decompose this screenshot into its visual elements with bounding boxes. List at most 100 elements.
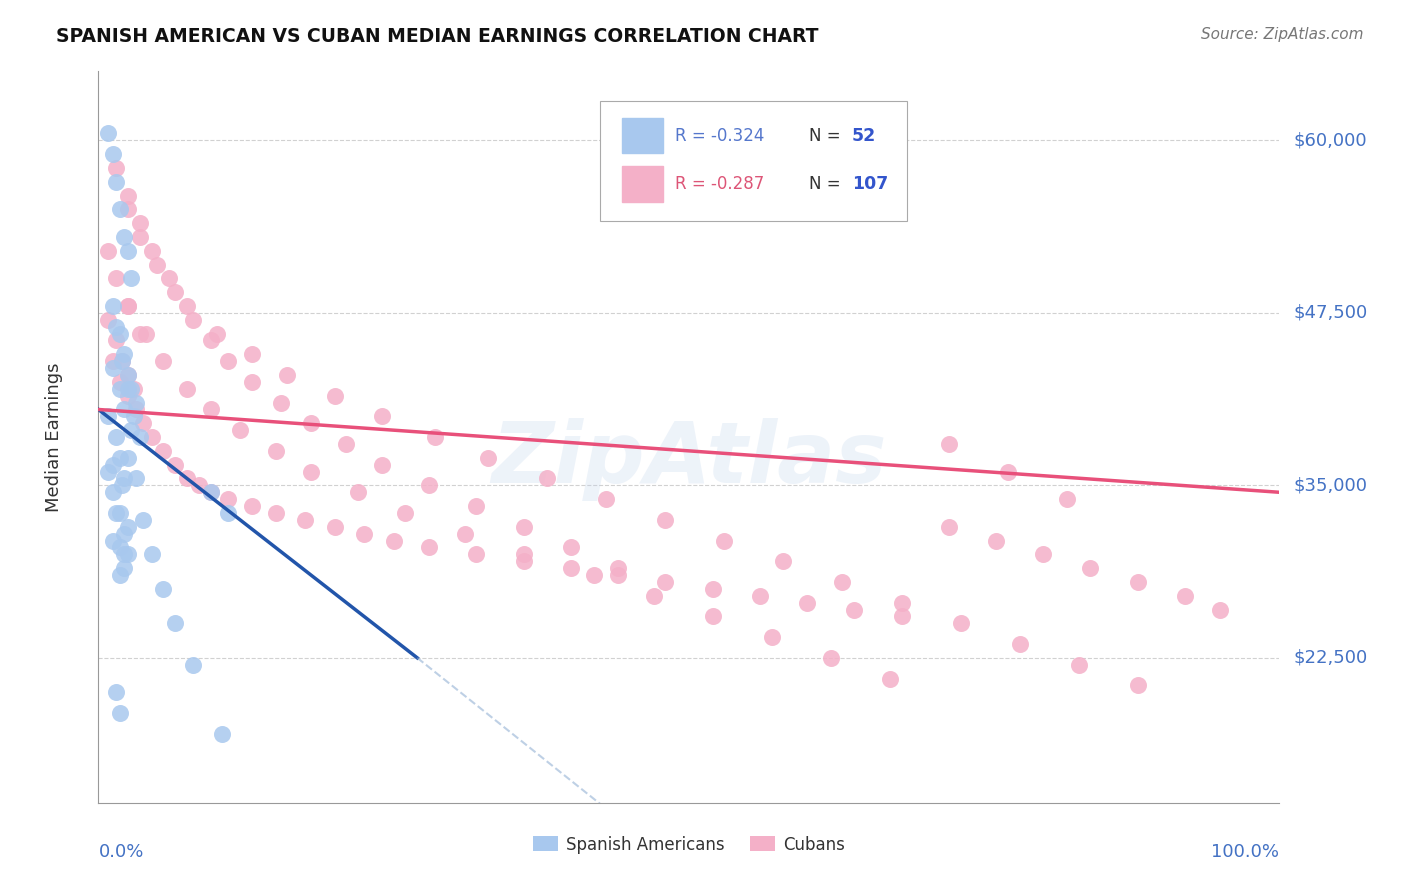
Point [347, 485, 370, 500]
Point [117, 299, 139, 313]
Point [112, 402, 135, 417]
Point [583, 568, 606, 582]
Point [371, 409, 394, 424]
Point [122, 409, 145, 424]
Point [1174, 589, 1197, 603]
Point [264, 506, 287, 520]
Point [141, 548, 163, 562]
Point [112, 548, 135, 562]
Text: R = -0.287: R = -0.287 [675, 175, 763, 193]
Point [105, 161, 128, 175]
Point [453, 526, 475, 541]
Point [1126, 574, 1149, 589]
Point [1067, 657, 1090, 672]
Point [643, 589, 665, 603]
Point [141, 430, 163, 444]
Point [112, 347, 135, 361]
Point [181, 657, 204, 672]
Text: Source: ZipAtlas.com: Source: ZipAtlas.com [1201, 27, 1364, 42]
Point [117, 368, 139, 382]
Point [831, 574, 853, 589]
Point [135, 326, 157, 341]
Point [607, 561, 630, 575]
Point [108, 541, 131, 555]
Point [125, 395, 148, 409]
Point [108, 568, 131, 582]
Point [264, 443, 287, 458]
Point [276, 368, 298, 382]
Point [128, 326, 150, 341]
Point [702, 609, 724, 624]
Point [949, 616, 972, 631]
Point [200, 485, 222, 500]
Bar [621, 118, 664, 153]
Point [128, 230, 150, 244]
Point [217, 506, 239, 520]
Point [984, 533, 1007, 548]
Point [152, 443, 174, 458]
Point [117, 368, 139, 382]
Point [299, 417, 322, 431]
Point [772, 554, 794, 568]
Point [117, 202, 139, 217]
Point [105, 334, 128, 348]
Text: 107: 107 [852, 175, 889, 193]
Point [181, 312, 204, 326]
Point [112, 526, 135, 541]
Point [112, 471, 135, 485]
Text: 52: 52 [852, 127, 876, 145]
Point [117, 244, 139, 258]
Point [101, 485, 124, 500]
Point [654, 574, 676, 589]
Point [240, 499, 263, 513]
Text: 0.0%: 0.0% [98, 843, 143, 861]
Point [294, 513, 316, 527]
Point [240, 375, 263, 389]
Point [112, 230, 135, 244]
Point [1056, 492, 1078, 507]
Point [394, 506, 416, 520]
Point [176, 382, 198, 396]
Text: $35,000: $35,000 [1294, 476, 1368, 494]
Point [108, 202, 131, 217]
Point [97, 127, 120, 141]
Point [595, 492, 617, 507]
Point [1126, 678, 1149, 692]
Point [121, 423, 143, 437]
Point [820, 651, 842, 665]
Point [796, 596, 818, 610]
Point [890, 596, 912, 610]
Text: $22,500: $22,500 [1294, 648, 1368, 667]
Point [200, 402, 222, 417]
Point [211, 727, 233, 741]
Point [200, 334, 222, 348]
Point [101, 354, 124, 368]
Text: $47,500: $47,500 [1294, 304, 1368, 322]
Text: N =: N = [810, 127, 841, 145]
Point [465, 548, 488, 562]
Point [125, 471, 148, 485]
Point [117, 299, 139, 313]
Point [157, 271, 180, 285]
Point [108, 706, 131, 720]
Point [323, 520, 346, 534]
Point [560, 561, 582, 575]
Point [111, 354, 134, 368]
Point [117, 188, 139, 202]
Point [335, 437, 357, 451]
Point [418, 541, 440, 555]
Point [117, 382, 139, 396]
Point [890, 609, 912, 624]
Point [607, 568, 630, 582]
Point [117, 548, 139, 562]
Point [200, 485, 222, 500]
Point [512, 554, 534, 568]
Point [121, 271, 143, 285]
Point [270, 395, 292, 409]
Point [938, 520, 960, 534]
Point [844, 602, 866, 616]
Point [176, 299, 198, 313]
Point [132, 513, 155, 527]
Point [117, 450, 139, 465]
Point [702, 582, 724, 596]
